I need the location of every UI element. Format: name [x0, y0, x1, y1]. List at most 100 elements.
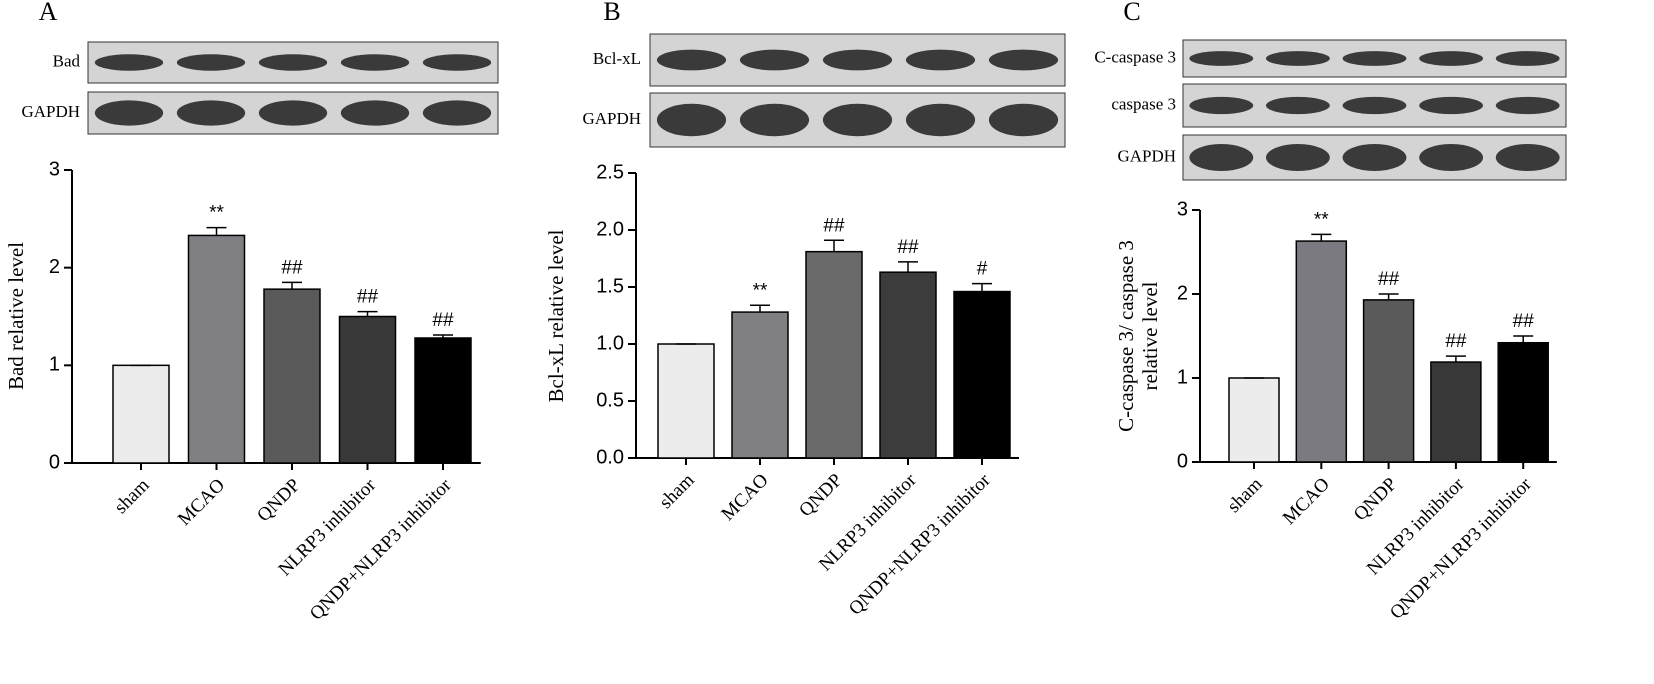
bar	[1430, 361, 1482, 463]
blot-band	[988, 49, 1059, 71]
bar	[1228, 377, 1280, 463]
blot-band	[1189, 144, 1254, 171]
y-axis-label: relative level	[1138, 281, 1162, 390]
y-tick-label: 0.5	[596, 389, 624, 411]
blot-band	[1189, 51, 1254, 66]
blot-band	[656, 103, 727, 137]
bar	[1295, 240, 1348, 463]
x-tick-label: sham	[1223, 474, 1266, 517]
error-bar	[750, 304, 770, 313]
significance-label: ##	[281, 257, 303, 278]
panel-letter: A	[39, 0, 58, 26]
x-tick-label: QNDP	[1350, 474, 1401, 525]
blot-label: C-caspase 3	[1094, 47, 1176, 66]
error-bar	[357, 310, 378, 317]
blot-band	[340, 54, 410, 71]
bar	[1497, 341, 1549, 463]
blot-band	[422, 100, 492, 126]
x-tick-label: MCAO	[717, 470, 772, 525]
x-tick-label: MCAO	[1279, 474, 1334, 529]
significance-label: ##	[1445, 331, 1467, 352]
blot-band	[739, 49, 810, 71]
bar	[953, 290, 1011, 459]
blot-band	[739, 103, 810, 137]
error-bar	[282, 281, 302, 290]
blot-band	[656, 49, 727, 71]
y-axis-label: Bcl-xL relative level	[544, 229, 568, 402]
y-tick-label: 0	[1177, 450, 1188, 472]
y-tick-label: 1.5	[596, 275, 624, 297]
error-bar	[1445, 355, 1466, 363]
blot-label: Bcl-xL	[593, 49, 641, 68]
y-tick-label: 2	[1177, 282, 1188, 304]
y-tick-label: 0	[49, 451, 60, 473]
bar	[112, 364, 170, 464]
error-bar	[898, 261, 918, 273]
y-tick-label: 1.0	[596, 332, 624, 354]
blot-label: Bad	[53, 51, 81, 70]
blot-label: caspase 3	[1111, 94, 1176, 113]
error-bar	[1311, 233, 1332, 242]
y-tick-label: 1	[49, 354, 60, 376]
significance-label: ##	[823, 215, 845, 236]
significance-label: ##	[432, 310, 454, 331]
bar	[338, 315, 397, 464]
bar	[263, 288, 321, 464]
bar	[805, 250, 863, 459]
blot-band	[1495, 144, 1560, 171]
blot-band	[1495, 96, 1560, 115]
bar	[731, 311, 789, 459]
significance-label: #	[977, 259, 988, 280]
bar	[1362, 299, 1415, 463]
significance-label: **	[753, 280, 768, 301]
blot-band	[94, 100, 164, 126]
blot-label: GAPDH	[21, 102, 80, 121]
y-tick-label: 2.5	[596, 161, 624, 183]
x-tick-label: QNDP+NLRP3 inhibitor	[306, 474, 456, 624]
significance-label: **	[209, 203, 224, 224]
y-tick-label: 3	[49, 158, 60, 180]
blot-band	[1419, 51, 1484, 66]
x-tick-label: sham	[655, 470, 698, 513]
significance-label: ##	[897, 237, 919, 258]
blot-band	[905, 103, 976, 137]
y-axis-label: Bad relative level	[4, 242, 28, 390]
blot-label: GAPDH	[582, 109, 641, 128]
significance-label: ##	[357, 287, 379, 308]
bar	[879, 271, 937, 459]
blot-band	[1342, 96, 1407, 115]
blot-band	[822, 103, 893, 137]
x-tick-label: QNDP	[795, 470, 846, 521]
y-tick-label: 1	[1177, 366, 1188, 388]
blot-band	[822, 49, 893, 71]
blot-band	[988, 103, 1059, 137]
blot-band	[1265, 96, 1330, 115]
blot-band	[905, 49, 976, 71]
blot-band	[1342, 144, 1407, 171]
panel-letter: C	[1123, 0, 1140, 26]
blot-band	[1265, 144, 1330, 171]
y-tick-label: 0.0	[596, 446, 624, 468]
y-axis-label: C-caspase 3/ caspase 3	[1114, 240, 1138, 432]
blot-band	[1265, 51, 1330, 66]
blot-band	[1189, 96, 1254, 115]
blot-band	[258, 100, 328, 126]
blot-band	[340, 100, 410, 126]
blot-band	[422, 54, 492, 71]
error-bar	[972, 282, 992, 292]
error-bar	[433, 334, 453, 338]
blot-band	[176, 100, 246, 126]
bar	[187, 234, 246, 464]
significance-label: **	[1314, 209, 1329, 230]
error-bar	[1378, 293, 1399, 300]
x-tick-label: QNDP	[253, 475, 304, 526]
y-tick-label: 3	[1177, 198, 1188, 220]
blot-band	[1495, 51, 1560, 66]
error-bar	[1513, 335, 1534, 343]
significance-label: ##	[1378, 269, 1400, 290]
blot-band	[1419, 144, 1484, 171]
y-tick-label: 2.0	[596, 218, 624, 240]
blot-band	[1419, 96, 1484, 115]
blot-band	[94, 54, 164, 71]
